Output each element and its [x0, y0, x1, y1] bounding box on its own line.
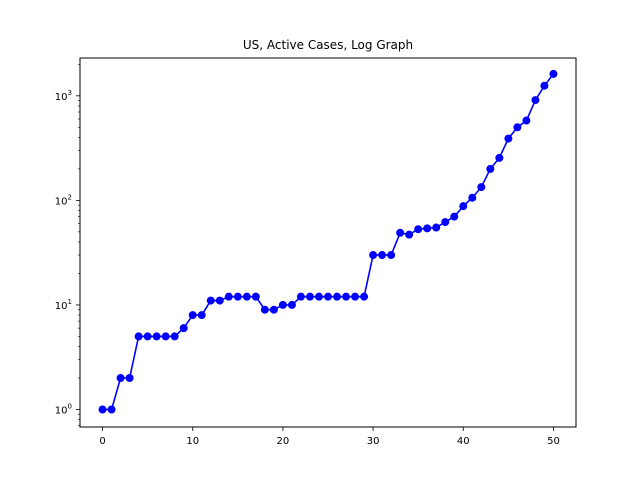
- plot-area: [98, 69, 558, 414]
- data-point: [540, 81, 549, 90]
- data-point: [206, 296, 215, 305]
- data-point: [143, 332, 152, 341]
- data-point: [314, 292, 323, 301]
- data-point: [477, 183, 486, 192]
- y-tick-label: 101: [55, 298, 72, 312]
- data-point: [405, 230, 414, 239]
- data-point: [134, 332, 143, 341]
- data-point: [432, 223, 441, 232]
- data-point: [251, 292, 260, 301]
- data-point: [396, 228, 405, 237]
- x-tick-label: 0: [99, 436, 105, 447]
- data-point: [152, 332, 161, 341]
- data-point: [513, 123, 522, 132]
- data-point: [486, 164, 495, 173]
- data-point: [170, 332, 179, 341]
- x-tick-label: 40: [457, 436, 470, 447]
- data-point: [296, 292, 305, 301]
- data-point: [116, 374, 125, 383]
- data-point: [107, 405, 116, 414]
- x-tick-label: 30: [367, 436, 380, 447]
- data-point: [125, 374, 134, 383]
- data-point: [260, 305, 269, 314]
- data-point: [441, 218, 450, 227]
- data-point: [495, 153, 504, 162]
- data-point: [242, 292, 251, 301]
- data-point: [333, 292, 342, 301]
- data-point: [215, 296, 224, 305]
- data-point: [342, 292, 351, 301]
- data-point: [459, 202, 468, 211]
- y-tick-label: 102: [55, 193, 72, 207]
- data-point: [549, 69, 558, 78]
- data-point: [287, 300, 296, 309]
- y-tick-label: 103: [55, 89, 72, 103]
- data-point: [468, 193, 477, 202]
- data-point: [98, 405, 107, 414]
- data-point: [423, 224, 432, 233]
- data-point: [233, 292, 242, 301]
- y-tick-label: 100: [55, 402, 72, 416]
- data-point: [179, 324, 188, 333]
- data-point: [369, 251, 378, 260]
- data-point: [324, 292, 332, 301]
- data-point: [269, 305, 278, 314]
- data-point: [522, 116, 531, 125]
- data-point: [531, 96, 540, 105]
- data-point: [305, 292, 314, 301]
- chart-title: US, Active Cases, Log Graph: [243, 38, 413, 52]
- data-point: [360, 292, 369, 301]
- data-point: [387, 251, 396, 260]
- data-point: [378, 251, 387, 260]
- data-point: [504, 134, 513, 143]
- x-tick-label: 20: [277, 436, 290, 447]
- data-point: [224, 292, 233, 301]
- data-point: [450, 212, 459, 221]
- data-point: [351, 292, 360, 301]
- x-tick-label: 50: [547, 436, 560, 447]
- data-point: [161, 332, 170, 341]
- data-point: [197, 311, 206, 320]
- x-tick-label: 10: [186, 436, 199, 447]
- axes-frame: [79, 57, 577, 428]
- data-point: [414, 225, 423, 234]
- data-point: [278, 300, 287, 309]
- data-point: [188, 311, 197, 320]
